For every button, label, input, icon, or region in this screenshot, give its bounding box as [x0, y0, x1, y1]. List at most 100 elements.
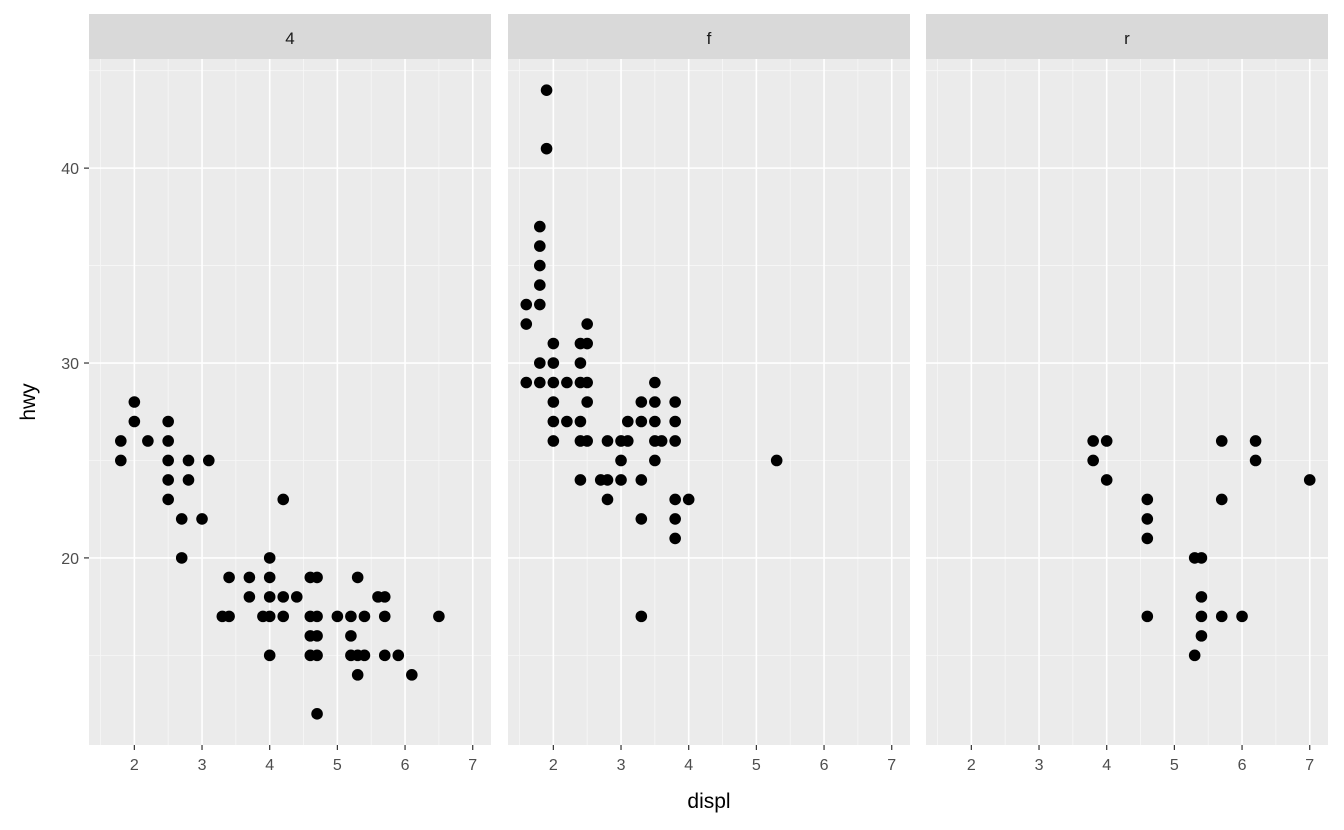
data-point: [574, 357, 587, 369]
x-tick-label: 3: [1035, 757, 1044, 774]
data-point: [378, 591, 391, 603]
data-point: [540, 142, 553, 155]
data-point: [311, 649, 323, 662]
data-point: [162, 435, 174, 447]
data-point: [1141, 513, 1154, 525]
data-point: [581, 435, 593, 447]
panel-background: [508, 59, 910, 745]
data-point: [175, 552, 188, 564]
data-point: [311, 708, 323, 720]
data-point: [277, 591, 290, 603]
x-tick-label: 7: [887, 757, 896, 774]
data-point: [311, 610, 323, 623]
data-point: [547, 376, 560, 389]
data-point: [1100, 435, 1113, 447]
x-tick-label: 2: [549, 757, 558, 774]
data-point: [520, 298, 533, 311]
data-point: [277, 610, 290, 623]
data-point: [263, 610, 276, 623]
data-point: [345, 610, 357, 623]
data-point: [433, 610, 445, 623]
data-point: [1236, 610, 1248, 623]
data-point: [351, 571, 364, 584]
data-point: [615, 474, 627, 486]
data-point: [1141, 532, 1154, 545]
data-point: [621, 435, 634, 447]
data-point: [649, 454, 661, 467]
data-point: [547, 415, 560, 428]
data-point: [162, 454, 174, 467]
data-point: [162, 493, 174, 506]
data-point: [1100, 474, 1113, 486]
data-point: [534, 220, 546, 233]
data-point: [581, 396, 593, 408]
data-point: [290, 591, 303, 603]
facet-panel-r: r 2 3 4 5 6 7: [926, 14, 1328, 774]
data-point: [669, 415, 681, 428]
y-tick-label: 20: [61, 551, 79, 568]
data-point: [621, 415, 634, 428]
data-point: [277, 493, 290, 506]
data-point: [520, 318, 533, 330]
x-axis-title: displ: [687, 790, 730, 813]
x-tick-label: 5: [333, 757, 342, 774]
data-point: [162, 474, 174, 486]
data-point: [635, 474, 648, 486]
data-point: [115, 454, 127, 467]
x-tick-label: 4: [265, 757, 274, 774]
data-point: [243, 571, 256, 584]
data-point: [1249, 435, 1262, 447]
data-point: [1195, 630, 1208, 642]
data-point: [574, 415, 587, 428]
data-point: [669, 396, 681, 408]
data-point: [581, 337, 593, 350]
data-point: [1195, 610, 1208, 623]
data-point: [358, 649, 371, 662]
x-tick-label: 3: [617, 757, 626, 774]
data-point: [547, 357, 560, 369]
data-point: [601, 435, 614, 447]
data-point: [311, 571, 323, 584]
x-tick-label: 7: [1305, 757, 1314, 774]
facet-panel-f: f 2 3 4 5 6 7: [508, 14, 910, 774]
strip-background: [508, 14, 910, 59]
x-tick-label: 2: [967, 757, 976, 774]
x-tick-label: 4: [684, 757, 693, 774]
data-point: [1087, 454, 1099, 467]
data-point: [1249, 454, 1262, 467]
data-point: [345, 630, 357, 642]
data-point: [649, 376, 661, 389]
strip-background: [926, 14, 1328, 59]
data-point: [601, 493, 614, 506]
data-point: [175, 513, 188, 525]
x-tick-label: 3: [198, 757, 207, 774]
data-point: [142, 435, 154, 447]
data-point: [263, 591, 276, 603]
data-point: [534, 240, 546, 252]
data-point: [128, 396, 141, 408]
data-point: [635, 396, 648, 408]
data-point: [358, 610, 371, 623]
data-point: [669, 493, 681, 506]
data-point: [669, 532, 681, 545]
x-tick-label: 5: [752, 757, 761, 774]
strip-label: f: [707, 29, 712, 48]
data-point: [311, 630, 323, 642]
data-point: [1195, 552, 1208, 564]
x-tick-label: 6: [1238, 757, 1247, 774]
data-point: [1215, 610, 1228, 623]
data-point: [406, 669, 418, 681]
data-point: [534, 259, 546, 272]
data-point: [635, 513, 648, 525]
x-tick-label: 7: [468, 757, 477, 774]
y-tick-label: 40: [61, 161, 79, 178]
y-axis-title: hwy: [17, 383, 40, 421]
data-point: [392, 649, 405, 662]
data-point: [378, 610, 391, 623]
data-point: [263, 552, 276, 564]
data-point: [378, 649, 391, 662]
data-point: [128, 415, 141, 428]
data-point: [534, 298, 546, 311]
data-point: [682, 493, 695, 506]
